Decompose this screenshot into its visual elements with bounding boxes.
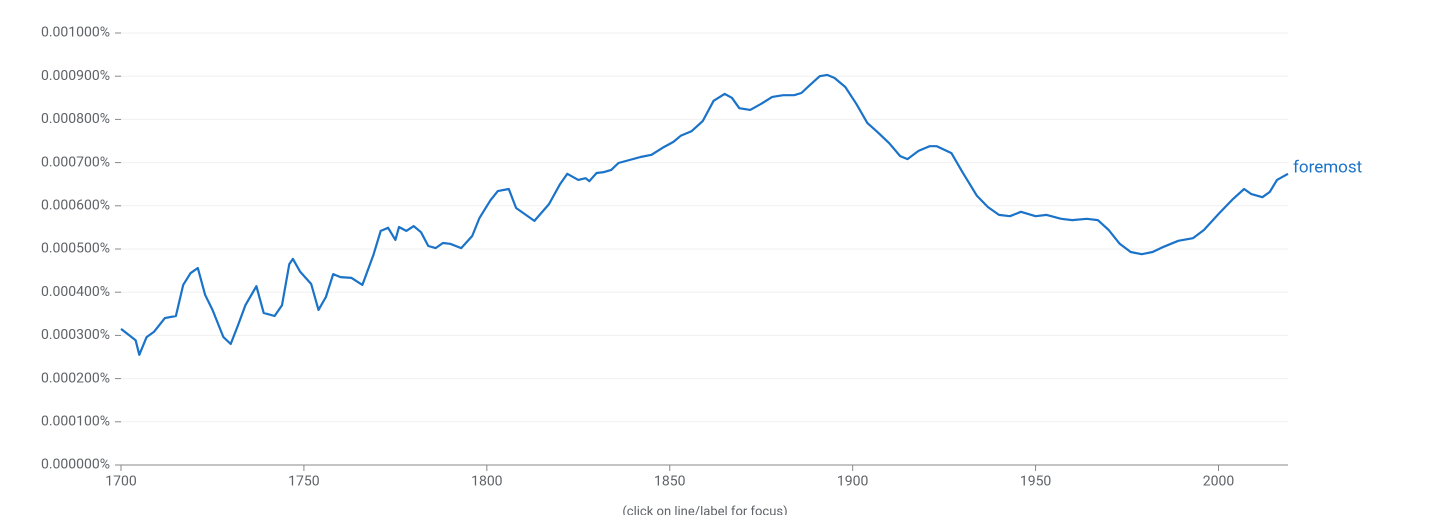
x-tick-label: 1750: [288, 474, 320, 490]
y-tick-label: 0.000800%: [41, 111, 110, 127]
y-tick-label: 0.000900%: [41, 68, 110, 84]
x-tick-label: 1950: [1020, 474, 1052, 490]
y-tick-label: 0.000400%: [41, 284, 110, 300]
series-line[interactable]: [120, 73, 1289, 356]
x-tick-label: 1800: [471, 474, 503, 490]
focus-hint: (click on line/label for focus): [622, 504, 787, 515]
y-tick-label: 0.000600%: [41, 198, 110, 214]
x-tick-label: 2000: [1203, 474, 1235, 490]
x-tick-label: 1900: [837, 474, 869, 490]
y-tick-label: 0.000300%: [41, 327, 110, 343]
x-tick-label: 1850: [654, 474, 686, 490]
x-tick-label: 1700: [105, 474, 137, 490]
y-tick-label: 0.000200%: [41, 370, 110, 386]
y-tick-label: 0.000100%: [41, 414, 110, 430]
y-tick-label: 0.000000%: [41, 457, 110, 473]
y-tick-label: 0.000500%: [41, 241, 110, 257]
y-tick-label: 0.000700%: [41, 154, 110, 170]
series-label[interactable]: foremost: [1293, 157, 1362, 177]
y-tick-label: 0.001000%: [41, 25, 110, 41]
